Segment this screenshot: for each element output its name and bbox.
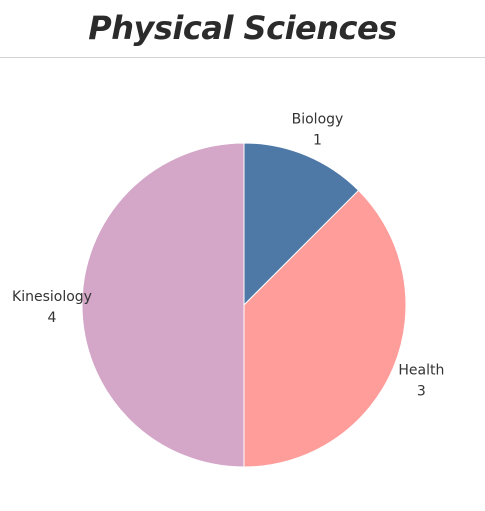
slice-value-kinesiology: 4 bbox=[48, 310, 57, 326]
slice-value-biology: 1 bbox=[313, 133, 322, 149]
pie-slice-kinesiology[interactable] bbox=[81, 142, 245, 468]
title-divider bbox=[0, 57, 485, 58]
slice-value-health: 3 bbox=[417, 383, 426, 399]
slice-label-kinesiology: Kinesiology bbox=[12, 289, 92, 305]
slice-label-biology: Biology bbox=[292, 112, 344, 128]
slice-label-health: Health bbox=[398, 362, 444, 378]
chart-title: Physical Sciences bbox=[88, 9, 397, 47]
pie-slice-health[interactable] bbox=[243, 189, 407, 468]
pie-slice-biology[interactable] bbox=[243, 142, 360, 307]
